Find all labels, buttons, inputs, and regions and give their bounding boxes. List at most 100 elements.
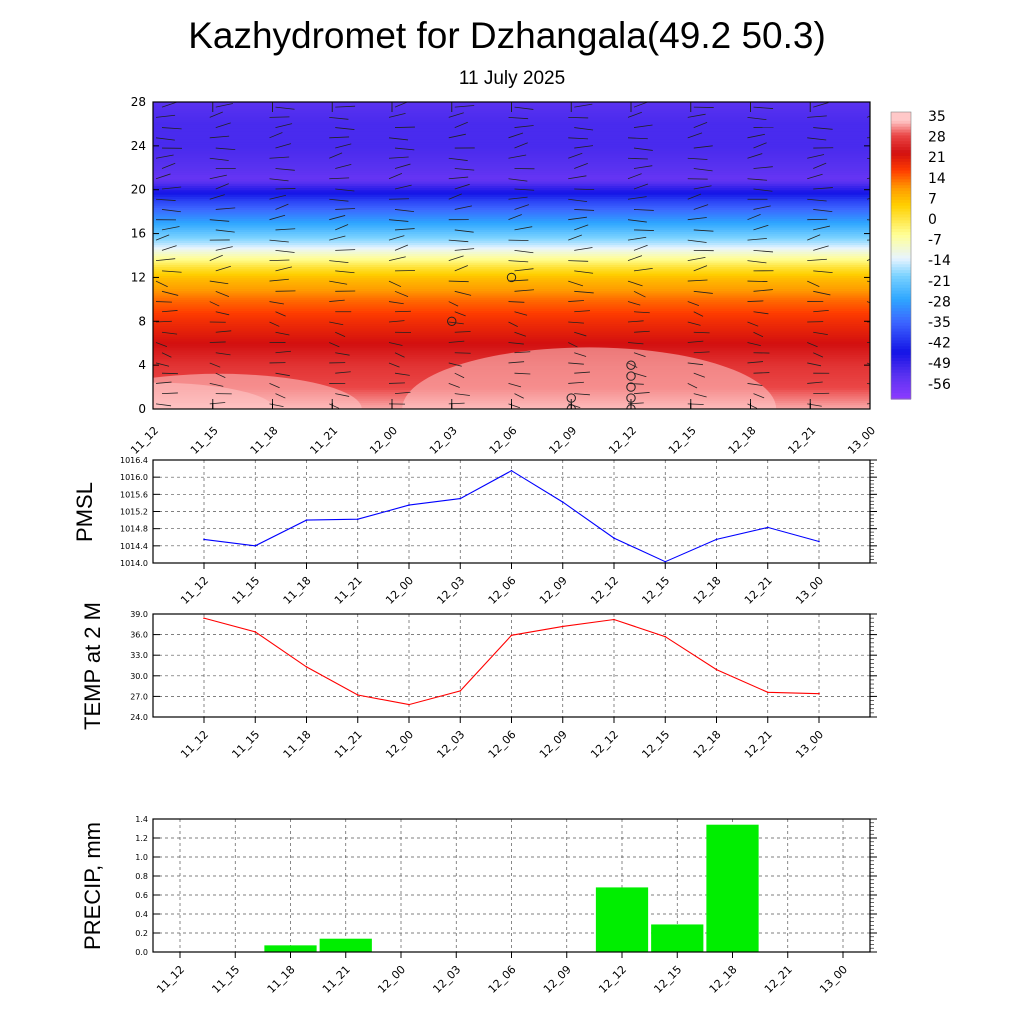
wind-barb [215,330,232,333]
wind-barb [574,290,594,294]
wind-barb [753,393,765,399]
wind-barb [568,342,578,348]
wind-barb [275,393,286,399]
wind-barb [269,194,287,200]
wind-barb [866,383,870,385]
x-tick-label: 12_06 [486,728,519,761]
wind-barb [568,300,584,302]
heatmap-band [153,148,870,151]
wind-barb [269,214,286,221]
wind-barb [627,111,642,118]
wind-barb [508,196,528,200]
pmsl-grid [153,460,870,563]
wind-barb [269,239,289,243]
heatmap-band [153,284,870,287]
colorbar-band [891,211,911,216]
wind-barb [693,290,713,294]
wind-barb [866,258,870,261]
wind-barb [161,331,178,335]
wind-barb [448,133,466,139]
wind-barb [508,383,522,388]
heatmap-band [153,301,870,305]
heatmap-band [153,154,870,158]
y-tick-label: 1015.6 [120,490,148,499]
x-tick-label: 11_18 [265,963,298,996]
wind-barb [209,157,229,161]
x-tick-label: 12_00 [383,574,416,607]
pmsl-y-label: PMSL [72,482,97,542]
colorbar-band [891,378,911,383]
heatmap-band [153,229,870,232]
colorbar-label: -35 [928,315,951,331]
temp2m-axes: 24.0 27.0 30.0 33.0 36.0 39.0 11_12 11_15 11_18 1… [130,610,877,761]
x-tick-label: 11_18 [281,728,314,761]
x-tick-label: 12_18 [707,963,740,996]
colorbar-band [891,278,911,283]
wind-barb [687,340,704,343]
data-point [203,538,205,541]
colorbar-band [891,258,911,262]
heatmap-band [153,262,870,265]
wind-barb [687,279,708,282]
wind-barb [753,224,769,231]
wind-barb [627,383,644,385]
heatmap-band [153,224,870,228]
wind-barb [633,352,646,357]
heatmap-band [153,323,870,327]
heatmap-band [153,305,870,309]
wind-barb [693,393,707,398]
heatmap-band [153,246,870,250]
wind-barb [454,311,466,317]
wind-barb [508,154,527,159]
wind-barb [687,383,698,389]
wind-barb [633,311,650,314]
wind-barb [866,115,870,118]
data-point [305,519,308,521]
data-point [766,526,769,529]
colorbar-band [891,150,911,154]
wind-barb [753,166,773,169]
colorbar-band [891,299,911,303]
wind-barb [807,115,827,118]
colorbar-band [891,229,911,233]
wind-barb [508,321,518,327]
heatmap-band [153,244,870,248]
heatmap-band [153,314,870,318]
wind-barb [747,361,764,364]
x-tick-label: 13_00 [793,728,826,761]
colorbar-band [891,390,911,394]
colorbar-band [891,305,911,309]
wind-barb [209,362,221,368]
wind-barb [161,102,177,108]
wind-barb [514,204,530,210]
wind-barb [269,178,289,182]
wind-barb [633,330,650,333]
wind-barb [388,235,405,241]
heatmap-band [153,202,870,206]
wind-barb [693,121,708,128]
wind-barb [215,207,236,210]
colorbar-band [891,164,911,169]
colorbar-band [891,153,911,157]
colorbar-band [891,176,911,180]
wind-barb [753,249,774,253]
wind-barb [215,229,235,233]
colorbar-band [891,363,911,368]
heatmap-band [153,132,870,136]
colorbar-band [891,317,911,321]
wind-barb [747,153,763,159]
wind-barb [209,383,224,387]
calm-marker [566,393,576,403]
wind-barb [514,393,524,399]
wind-barb [687,256,706,262]
x-tick-label: 12_12 [588,574,621,607]
colorbar-band [891,208,911,213]
colorbar-band [891,144,911,148]
wind-barb [329,299,345,302]
wind-barb [813,245,829,251]
wind-barb [329,152,343,159]
heatmap-band [153,159,870,162]
heatmap-band [153,163,870,167]
colorbar-label: -21 [928,274,951,290]
x-tick-label: 12_21 [785,424,818,457]
